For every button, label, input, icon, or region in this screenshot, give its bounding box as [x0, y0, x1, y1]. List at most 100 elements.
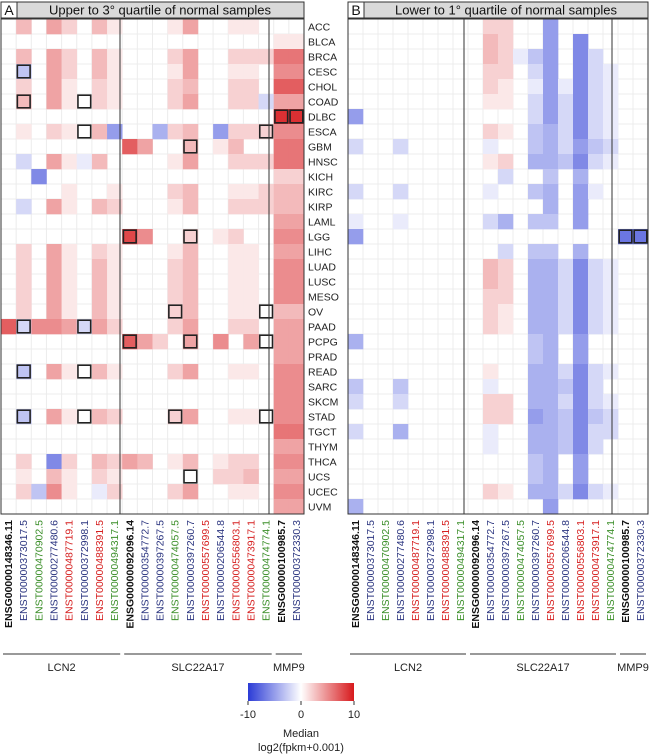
heatmap-cell: [528, 79, 544, 95]
cancer-label: CESC: [308, 66, 338, 78]
transcript-label: ENST00000474774.1: [261, 520, 273, 621]
heatmap-cell: [558, 154, 574, 170]
heatmap-cell: [543, 499, 559, 515]
heatmap-cell: [182, 289, 199, 305]
transcript-label: ENST00000397260.7: [185, 520, 197, 621]
cancer-label: LUAD: [308, 261, 336, 273]
transcript-label: ENST00000557699.5: [545, 520, 557, 621]
heatmap-cell: [603, 319, 619, 335]
legend-tick-label-low: -10: [240, 709, 256, 721]
heatmap-cell: [61, 199, 78, 215]
heatmap-cell: [91, 199, 108, 215]
heatmap-cell: [288, 364, 305, 380]
highlighted-cell: [258, 409, 274, 424]
heatmap-cell: [498, 19, 514, 35]
heatmap-cell: [137, 229, 153, 245]
heatmap-cell: [498, 289, 514, 305]
heatmap-cell: [603, 484, 619, 500]
heatmap-cell: [573, 349, 589, 365]
transcript-label: ENST00000557699.5: [200, 520, 212, 621]
heatmap-cell: [528, 259, 544, 275]
heatmap-cell: [528, 379, 544, 395]
heatmap-cell: [16, 484, 32, 500]
heatmap-cell: [543, 154, 559, 170]
heatmap-cell: [573, 124, 589, 140]
heatmap-cell: [483, 289, 499, 305]
highlighted-cell: [122, 229, 137, 244]
heatmap-cell: [288, 199, 305, 215]
transcript-label: ENST00000354772.7: [139, 520, 151, 621]
heatmap-cell: [182, 319, 199, 335]
heatmap-cell: [16, 49, 32, 65]
heatmap-cell: [46, 304, 62, 320]
cancer-label: OV: [308, 306, 323, 318]
heatmap-cell: [558, 124, 574, 140]
heatmap-cell: [573, 94, 589, 110]
heatmap-cell: [543, 274, 559, 290]
heatmap-cell: [288, 79, 305, 95]
heatmap-cell: [528, 109, 544, 125]
heatmap-cell: [288, 349, 305, 365]
heatmap-cell: [273, 379, 290, 395]
panel-b-letter-box: [347, 1, 365, 19]
heatmap-cell: [16, 154, 32, 170]
transcript-label: ENST00000372330.3: [635, 520, 647, 621]
gene-label: SLC22A17: [171, 662, 224, 674]
heatmap-cell: [273, 334, 290, 350]
heatmap-cell: [167, 259, 184, 275]
heatmap-cell: [46, 244, 62, 260]
heatmap-cell: [543, 244, 559, 260]
cancer-label: SKCM: [308, 396, 338, 408]
cancer-label: GBM: [308, 141, 332, 153]
heatmap-cell: [273, 484, 290, 500]
heatmap-cell: [182, 139, 199, 155]
heatmap-cell: [603, 154, 619, 170]
heatmap-cell: [258, 154, 274, 170]
heatmap-cell: [213, 469, 229, 485]
heatmap-cell: [288, 109, 305, 125]
heatmap-cell: [588, 259, 604, 275]
heatmap-cell: [91, 484, 108, 500]
heatmap-cell: [61, 244, 78, 260]
heatmap-cell: [137, 334, 153, 350]
heatmap-cell: [167, 49, 184, 65]
legend-colorbar: [248, 683, 354, 701]
heatmap-cell: [16, 124, 32, 140]
heatmap-cell: [107, 19, 123, 35]
heatmap-cell: [543, 304, 559, 320]
highlighted-cell: [183, 334, 198, 349]
transcript-labels: ENSG00000148346.11 ENST00000373017.5 ENST0…: [3, 520, 647, 629]
heatmap-cell: [588, 484, 604, 500]
cancer-label: LAML: [308, 216, 336, 228]
heatmap-cell: [348, 214, 364, 230]
heatmap-cell: [228, 124, 244, 140]
heatmap-cell: [273, 259, 290, 275]
heatmap-cell: [1, 319, 17, 335]
heatmap-cell: [213, 139, 229, 155]
heatmap-cell: [528, 244, 544, 260]
heatmap-cell: [573, 319, 589, 335]
heatmap-cell: [182, 19, 199, 35]
transcript-label: ENST00000373017.5: [18, 520, 30, 621]
heatmap-cell: [483, 259, 499, 275]
heatmap-cell: [498, 49, 514, 65]
panel-b-border: [347, 18, 649, 515]
heatmap-cell: [483, 184, 499, 200]
heatmap-cell: [167, 289, 184, 305]
heatmap-cell: [91, 259, 108, 275]
heatmap-cell: [273, 289, 290, 305]
heatmap-cell: [348, 379, 364, 395]
heatmap-cell: [16, 199, 32, 215]
heatmap-cell: [213, 124, 229, 140]
heatmap-cell: [573, 34, 589, 50]
heatmap-cell: [573, 49, 589, 65]
panel-a-title: Upper to 3° quartile of normal samples: [49, 3, 271, 18]
heatmap-cell: [273, 94, 290, 110]
heatmap-cell: [228, 319, 244, 335]
heatmap-cell: [122, 454, 138, 470]
heatmap-cell: [543, 379, 559, 395]
heatmap-cell: [61, 274, 78, 290]
heatmap-cell: [228, 154, 244, 170]
heatmap-cell: [16, 289, 32, 305]
heatmap-cell: [273, 109, 290, 125]
